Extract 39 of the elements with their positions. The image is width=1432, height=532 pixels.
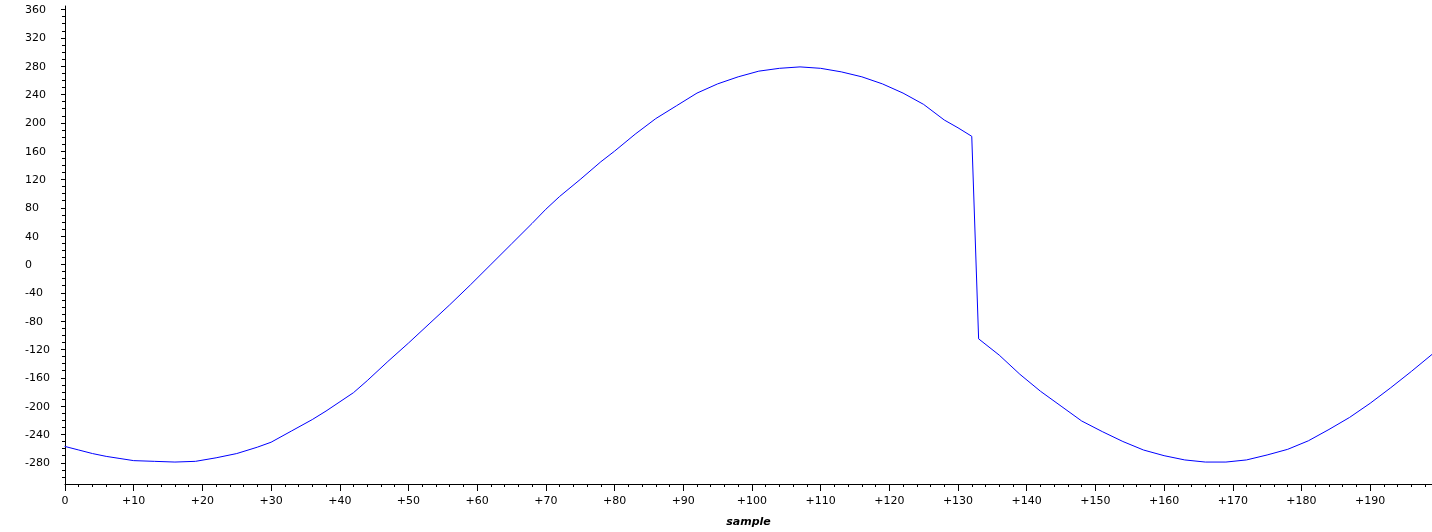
x-tick-label: +170: [1217, 494, 1248, 507]
x-tick-label: +180: [1286, 494, 1317, 507]
x-tick-label: +80: [602, 494, 627, 507]
x-tick-label: +10: [122, 494, 146, 507]
y-tick-label: -200: [25, 399, 50, 413]
y-tick-label: 160: [25, 144, 46, 158]
y-tick-label: 240: [25, 88, 46, 102]
y-tick-label: 320: [25, 31, 46, 45]
y-tick-label: -80: [25, 314, 43, 328]
x-tick-label: +30: [259, 494, 283, 507]
y-tick-label: 0: [25, 257, 32, 271]
y-tick-label: 80: [25, 201, 39, 215]
x-tick-label: +60: [465, 494, 489, 507]
x-tick-label: +150: [1080, 494, 1111, 507]
y-tick-label: -280: [25, 456, 50, 470]
line-series: [64, 66, 1432, 463]
x-tick-label: +40: [328, 494, 352, 507]
x-tick-label: +20: [190, 494, 214, 507]
y-tick-label: -240: [25, 427, 50, 441]
x-tick-label: +90: [671, 494, 695, 507]
x-tick-label: +130: [942, 494, 974, 507]
y-tick-label: -160: [25, 371, 50, 385]
y-tick-label: 360: [25, 3, 46, 17]
x-tick-label: +100: [736, 494, 768, 507]
y-tick-label: 200: [25, 116, 46, 130]
x-tick-label: +50: [396, 494, 421, 507]
y-tick-label: 40: [25, 229, 39, 243]
y-tick-label: 280: [25, 59, 46, 73]
x-tick-label: +70: [534, 494, 558, 507]
x-tick-label: +140: [1011, 494, 1042, 507]
y-tick-label: 120: [25, 173, 46, 186]
x-tick-label: 0: [61, 494, 69, 507]
y-tick-label: -40: [25, 286, 43, 300]
x-axis-title: sample: [726, 515, 772, 528]
x-tick-label: +190: [1355, 494, 1386, 507]
y-tick-label: -120: [25, 342, 50, 356]
x-tick-label: +110: [805, 494, 836, 507]
x-tick-label: +120: [874, 494, 905, 507]
x-tick-label: +160: [1148, 494, 1180, 507]
